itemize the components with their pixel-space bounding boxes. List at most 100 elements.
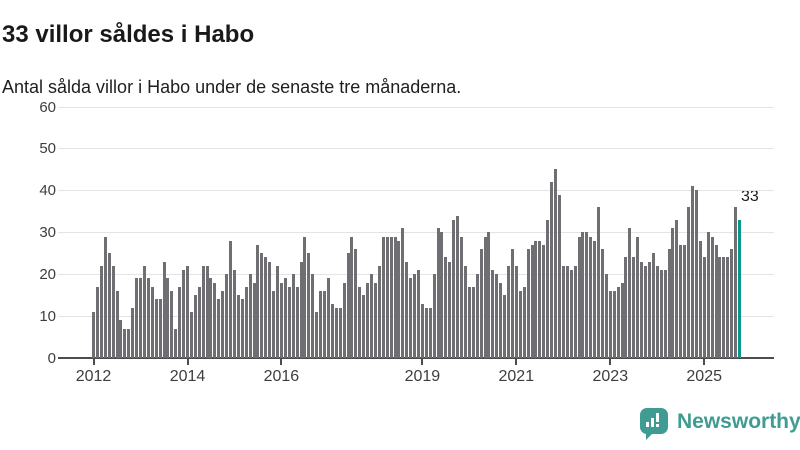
bar [557,194,561,358]
bar [691,186,694,358]
bar [428,307,432,358]
bar [628,228,632,358]
x-axis-label: 2021 [498,368,535,385]
bar [702,257,706,358]
bar [530,244,534,358]
bar [139,278,142,358]
bar [119,320,123,358]
bar [283,278,287,358]
bar [279,282,283,358]
bar [158,299,162,358]
bar [565,265,569,358]
gridline [58,316,774,317]
bar [127,328,131,358]
y-axis-label: 50 [39,140,56,157]
bar [366,282,370,358]
bar [601,249,604,358]
x-axis-tick [421,359,424,365]
bar [95,286,99,358]
bar [193,295,197,358]
bar [291,274,295,358]
bar [507,265,510,358]
bar [264,257,268,358]
bar [229,240,232,358]
bar [420,303,424,358]
bar-chart-speech-bubble-icon [640,408,668,440]
bar [667,249,671,358]
bar [99,265,103,358]
bar [444,257,448,358]
bar [730,249,734,358]
bar [456,215,460,358]
bar [252,282,256,358]
bar [123,328,127,358]
x-axis-line [58,357,774,359]
x-axis-tick [703,359,706,365]
bar [338,307,342,358]
bar [475,274,479,358]
bar [647,261,651,358]
bar [487,232,491,358]
bar [182,270,185,358]
bar [651,253,655,359]
bar [201,265,205,358]
bar [319,291,323,358]
bar [593,240,597,358]
bar [217,299,221,358]
bar [510,249,514,358]
bar [710,236,714,358]
chart-subtitle: Antal sålda villor i Habo under de senas… [2,77,462,97]
bar [436,228,440,358]
bar [538,240,542,358]
bar [675,219,679,358]
bar [166,278,170,358]
bar [370,274,373,358]
bar [663,270,667,358]
gridline [58,232,774,233]
bar [154,299,158,358]
bar [561,265,565,358]
bar [534,240,538,358]
bar [573,265,577,358]
bar [714,244,718,358]
bar [632,257,636,358]
last-value-annotation: 33 [741,188,759,205]
bar [655,265,659,358]
x-axis-label: 2019 [404,368,441,385]
bar [189,311,193,358]
x-axis-tick [92,359,95,365]
bar [514,265,518,358]
bar [413,274,416,358]
x-axis-tick [515,359,518,365]
bar [416,270,420,358]
bar [323,291,326,358]
bar [225,274,229,358]
bar [350,236,354,358]
bar [342,282,346,358]
bar [683,244,687,358]
bar [726,257,730,358]
bar [174,328,178,358]
newsworthy-logo: Newsworthy [640,405,800,445]
bar [499,282,503,358]
bar [272,291,276,358]
bar [240,299,244,358]
bar [186,265,189,358]
bar [311,274,315,358]
y-axis-label: 40 [39,182,56,199]
bar [205,265,209,358]
bar [103,236,107,358]
bar [460,236,463,358]
bar [256,244,260,358]
y-axis-label: 0 [47,350,56,367]
bar [248,274,252,358]
page-title: 33 villor såldes i Habo [2,21,255,49]
bar [432,274,436,358]
bar [518,291,522,358]
y-axis-label: 60 [39,99,56,116]
bar [92,311,95,358]
bar [162,261,166,358]
bar [107,253,111,359]
gridline [58,107,774,108]
